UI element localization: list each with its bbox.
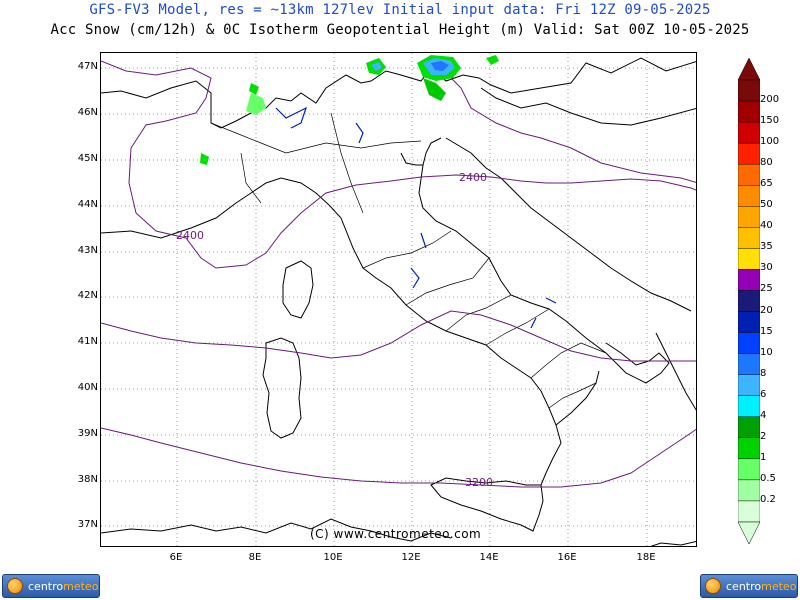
colorbar-swatch: [738, 290, 760, 312]
colorbar-label: 100: [760, 136, 780, 148]
colorbar-label: 2: [760, 430, 767, 442]
colorbar-label: 20: [760, 304, 773, 316]
colorbar-swatch: [738, 374, 760, 396]
lakes: [275, 106, 557, 329]
lon-label-18e: 18E: [636, 552, 656, 563]
lat-label-44: 44N: [77, 199, 98, 210]
title-line-2: Acc Snow (cm/12h) & 0C Isotherm Geopoten…: [50, 22, 750, 38]
colorbar-swatch: [738, 500, 760, 523]
lat-label-45: 45N: [77, 153, 98, 164]
lat-label-47: 47N: [77, 61, 98, 72]
contour-label-2400-west: 2400: [176, 229, 204, 242]
colorbar-label: 50: [760, 199, 773, 211]
snow-patches: [200, 55, 499, 165]
lat-label-38: 38N: [77, 474, 98, 485]
colorbar-swatch: [738, 416, 760, 439]
colorbar-label: 4: [760, 409, 767, 421]
lon-label-6e: 6E: [169, 552, 183, 563]
colorbar-label: 65: [760, 178, 773, 190]
logo-right-text-a: centro: [726, 579, 762, 593]
logo-right: centro meteo: [700, 574, 798, 598]
colorbar-top-arrow: [738, 58, 760, 81]
lon-label-14e: 14E: [479, 552, 499, 563]
copyright-text: (C) www.centrometeo.com: [310, 527, 482, 541]
colorbar-swatch: [738, 206, 760, 228]
colorbar-swatch: [738, 185, 760, 207]
globe-icon: [705, 578, 721, 594]
colorbar-label: 8: [760, 367, 767, 379]
colorbar-label: 30: [760, 262, 773, 274]
lat-label-46: 46N: [77, 107, 98, 118]
colorbar-swatch: [738, 100, 760, 123]
colorbar-label: 25: [760, 283, 773, 295]
lat-label-42: 42N: [77, 290, 98, 301]
map-panel: 2400 2400 3200: [100, 52, 697, 547]
colorbar-label: 150: [760, 115, 780, 127]
colorbar-label: 1: [760, 451, 767, 463]
colorbar-swatch: [738, 269, 760, 291]
colorbar-swatch: [738, 479, 760, 502]
isotherm-contours: [101, 60, 696, 488]
borders: [210, 112, 607, 409]
colorbar-label: 15: [760, 325, 773, 337]
lon-label-16e: 16E: [557, 552, 577, 563]
colorbar-swatch: [738, 311, 760, 333]
map-svg: 2400 2400 3200: [101, 53, 696, 546]
lon-label-12e: 12E: [401, 552, 421, 563]
globe-icon: [7, 578, 23, 594]
colorbar-label: 200: [760, 94, 780, 106]
colorbar-label: 0.5: [760, 472, 776, 484]
map-grid: [101, 53, 696, 546]
colorbar-label: 35: [760, 241, 773, 253]
colorbar-swatch: [738, 121, 760, 144]
colorbar-label: 80: [760, 157, 773, 169]
colorbar-swatch: [738, 163, 760, 186]
contour-label-2400-east: 2400: [459, 171, 487, 184]
contour-label-3200: 3200: [465, 476, 493, 489]
lat-label-37: 37N: [77, 519, 98, 530]
lat-label-41: 41N: [77, 336, 98, 347]
logo-left-text-a: centro: [28, 579, 64, 593]
colorbar-label: 10: [760, 346, 773, 358]
logo-right-text-b: meteo: [761, 579, 797, 593]
colorbar-swatch: [738, 458, 760, 481]
colorbar-swatch: [738, 79, 760, 102]
lat-label-39: 39N: [77, 428, 98, 439]
title-line-1: GFS-FV3 Model, res = ~13km 127lev Initia…: [89, 2, 711, 18]
colorbar-swatch: [738, 248, 760, 270]
colorbar-bottom-arrow: [738, 521, 760, 544]
colorbar-swatch: [738, 227, 760, 249]
colorbar-swatch: [738, 437, 760, 460]
colorbar-label: 6: [760, 388, 767, 400]
colorbar-swatch: [738, 395, 760, 417]
lat-label-40: 40N: [77, 382, 98, 393]
coastlines: [101, 57, 696, 546]
lon-label-10e: 10E: [323, 552, 343, 563]
logo-left-text-b: meteo: [63, 579, 99, 593]
colorbar-label: 0.2: [760, 493, 776, 505]
colorbar-swatch: [738, 332, 760, 354]
colorbar: [738, 58, 760, 544]
logo-left: centro meteo: [2, 574, 100, 598]
lat-label-43: 43N: [77, 245, 98, 256]
lon-label-8e: 8E: [248, 552, 262, 563]
colorbar-swatch: [738, 142, 760, 165]
colorbar-swatch: [738, 353, 760, 375]
colorbar-label: 40: [760, 220, 773, 232]
